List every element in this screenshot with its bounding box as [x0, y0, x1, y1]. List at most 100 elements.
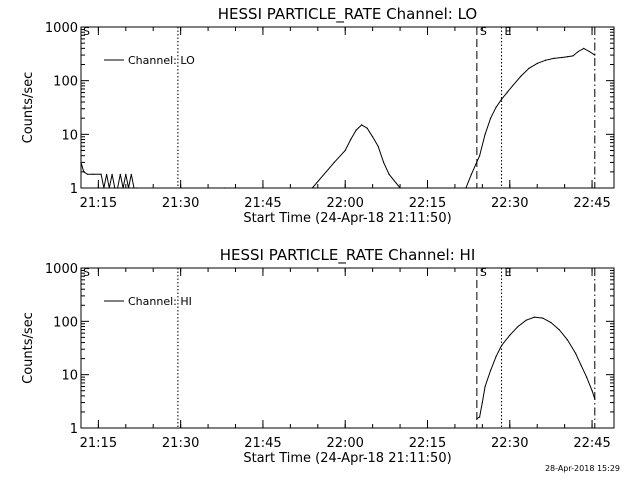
chart1-data-point	[377, 145, 379, 147]
chart1-ylabel: Counts/sec	[21, 72, 36, 144]
chart1-frame	[80, 26, 615, 189]
chart1-xlabel: Start Time (24-Apr-18 21:11:50)	[243, 211, 451, 226]
chart2-data-point	[550, 321, 552, 324]
chart2-xtick-label: 22:15	[409, 436, 446, 451]
chart1-data-point	[100, 173, 102, 175]
chart1-data-point	[361, 124, 363, 126]
chart1-data-point	[92, 173, 94, 175]
chart1-xtick-label: 21:15	[80, 196, 117, 211]
chart1-title: HESSI PARTICLE_RATE Channel: LO	[218, 5, 477, 24]
chart1-data-point	[83, 171, 85, 173]
chart2-data-point	[542, 317, 544, 319]
chart1-data-point	[528, 67, 530, 69]
chart2-data-point	[517, 325, 519, 328]
chart1-ytick-label: 100	[53, 75, 78, 90]
chart2-data-point	[479, 416, 481, 418]
chart2-xtick-label: 21:45	[244, 436, 281, 451]
chart2-data-point	[489, 369, 492, 372]
chart1-data-point	[108, 187, 110, 189]
chart1-data-point	[344, 149, 346, 152]
chart1-data-point	[127, 187, 130, 189]
chart1-corner-label: S	[83, 25, 90, 38]
chart1-marker-label: E	[505, 25, 512, 38]
chart1-data-point	[470, 173, 472, 175]
chart2-data-point	[533, 316, 536, 318]
chart2-xtick-label: 22:00	[326, 436, 363, 451]
chart1-data-point	[125, 173, 127, 175]
chart2-ytick-label: 10	[61, 369, 78, 384]
chart1-data-point	[333, 161, 335, 163]
chart1-data-point	[111, 173, 113, 175]
chart1-data-point	[350, 138, 352, 141]
chart1-data-point	[511, 85, 514, 87]
chart1-data-point	[566, 56, 568, 58]
chart2-frame	[80, 267, 615, 429]
chart1-data-point	[80, 161, 82, 163]
chart1-data-point	[103, 187, 105, 189]
chart1-data-point	[500, 98, 503, 100]
chart1-xtick-label: 21:30	[162, 196, 199, 211]
chart1-legend-label: Channel: LO	[128, 54, 195, 67]
chart1-xtick-label: 22:00	[326, 196, 363, 211]
chart2-legend-label: Channel: HI	[128, 295, 192, 308]
chart1-data-point	[594, 54, 596, 56]
chart1-data-point	[130, 173, 132, 175]
chart2-marker-label: S	[480, 266, 487, 279]
chart1-data-point	[583, 47, 585, 49]
chart1-data-point	[311, 187, 313, 189]
chart2-data-point	[509, 334, 511, 336]
chart2-xtick-label: 22:30	[491, 436, 528, 451]
chart2-data-point	[566, 339, 568, 341]
chart1-ytick-label: 1000	[45, 21, 78, 36]
chart1-data-point	[86, 173, 88, 175]
chart2-ytick-label: 100	[53, 315, 78, 330]
chart1-data-point	[553, 57, 555, 59]
chart2-xlabel: Start Time (24-Apr-18 21:11:50)	[243, 451, 451, 466]
chart1-data-point	[561, 56, 563, 59]
chart1-data-point	[105, 173, 108, 175]
chart1-data-point	[536, 62, 538, 64]
chart1-xtick-label: 21:45	[244, 196, 281, 211]
chart1-data-point	[495, 106, 497, 108]
chart2-data-point	[580, 364, 582, 366]
chart2-data-point	[591, 390, 593, 392]
chart1-data-point	[399, 187, 401, 189]
chart2-xtick-label: 21:15	[80, 436, 117, 451]
chart1-data-point	[506, 91, 508, 94]
chart1-data-point	[572, 55, 574, 57]
chart2-corner-label: S	[83, 266, 90, 279]
chart1-data-point	[122, 187, 124, 189]
chart1-data-point	[223, 187, 226, 189]
chart1-data-point	[544, 59, 547, 61]
chart1-data-point	[119, 173, 121, 175]
chart1-data-point	[484, 133, 486, 135]
chart1-data-point	[465, 187, 467, 189]
chart1-data-point	[479, 155, 481, 157]
chart2-xtick-label: 22:45	[573, 436, 610, 451]
chart1-data-point	[133, 187, 135, 189]
chart2-ylabel: Counts/sec	[21, 312, 36, 384]
chart1-data-point	[577, 50, 579, 53]
chart2-xtick-label: 21:30	[162, 436, 199, 451]
chart1-data-point	[588, 50, 590, 53]
chart2-title: HESSI PARTICLE_RATE Channel: HI	[220, 246, 476, 265]
chart1-data-point	[489, 117, 492, 119]
chart1-xtick-label: 22:45	[573, 196, 610, 211]
chart2-data-point	[594, 398, 596, 400]
chart1-data-point	[136, 187, 138, 189]
chart1-marker-label: S	[480, 25, 487, 38]
chart2-data-point	[585, 376, 588, 378]
footer-timestamp: 28-Apr-2018 15:29	[544, 464, 620, 473]
chart1-data-point	[366, 127, 368, 129]
chart2-ytick-label: 1000	[45, 262, 78, 277]
chart1-data-point	[116, 187, 119, 189]
chart1-series-line	[80, 47, 596, 189]
chart1-data-point	[355, 129, 357, 131]
chart1-data-point	[520, 75, 522, 78]
chart2-data-point	[558, 328, 560, 331]
chart2-data-point	[476, 418, 478, 420]
chart2-data-point	[481, 401, 483, 404]
chart1-data-point	[372, 136, 374, 138]
